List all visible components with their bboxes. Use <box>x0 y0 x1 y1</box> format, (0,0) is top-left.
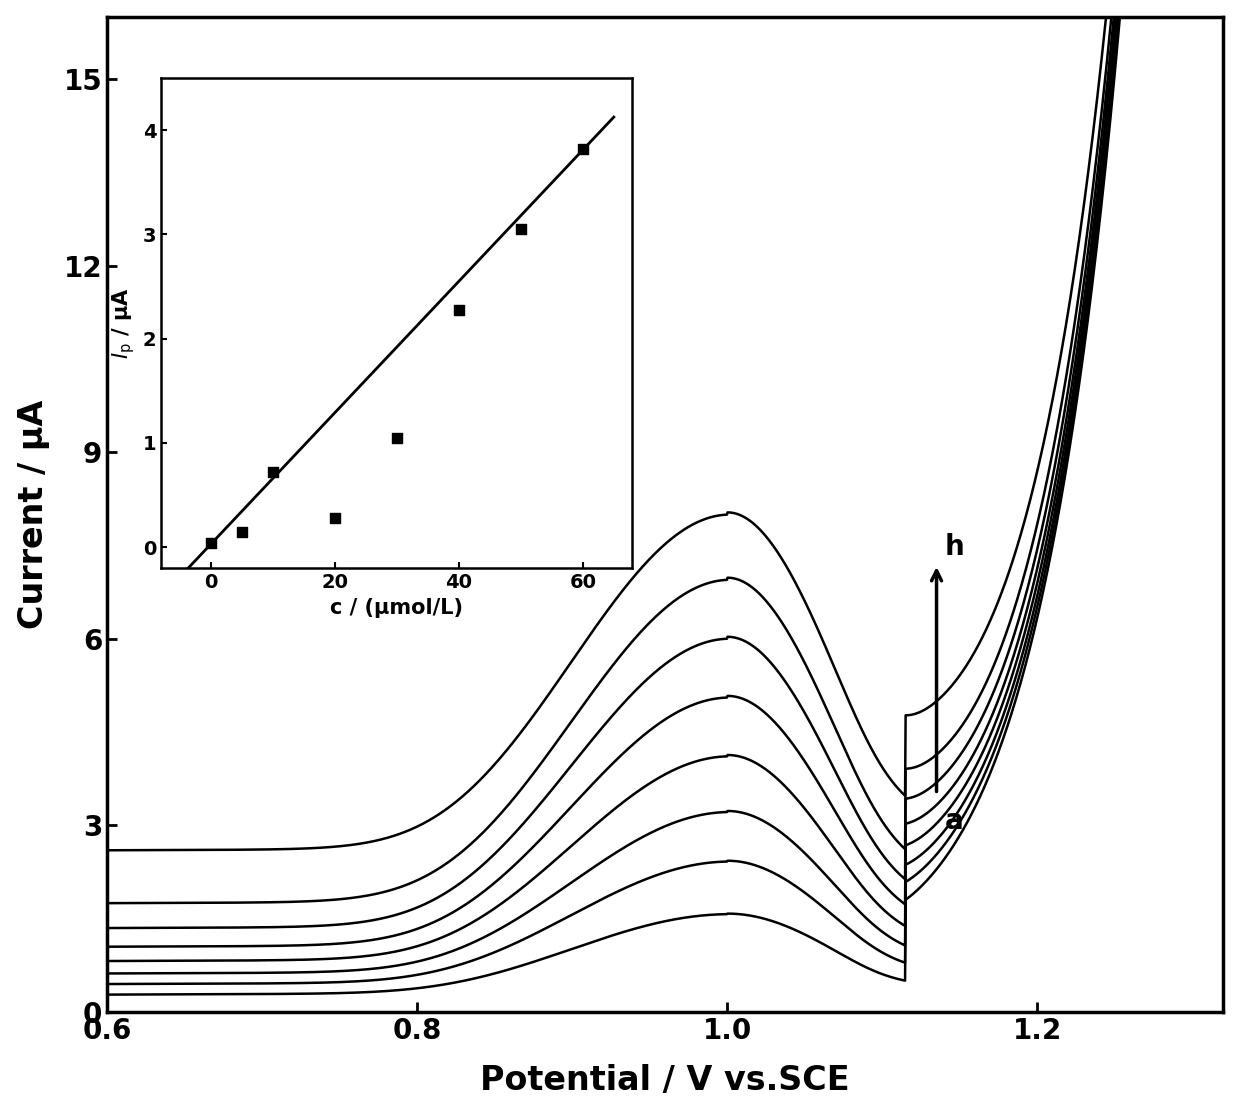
Point <box>387 429 407 447</box>
Text: a: a <box>945 807 963 834</box>
X-axis label: c / (μmol/L): c / (μmol/L) <box>330 597 464 617</box>
Point <box>573 140 593 158</box>
Point <box>325 509 345 527</box>
Point <box>263 463 283 481</box>
Y-axis label: Current / μA: Current / μA <box>16 400 50 629</box>
Point <box>201 535 221 553</box>
Point <box>449 301 469 319</box>
Text: h: h <box>945 532 963 560</box>
Y-axis label: $\mathit{I}_{\mathrm{p}}$ / μA: $\mathit{I}_{\mathrm{p}}$ / μA <box>110 287 138 359</box>
X-axis label: Potential / V vs.SCE: Potential / V vs.SCE <box>480 1064 851 1097</box>
Point <box>511 221 531 238</box>
Point <box>232 522 252 540</box>
